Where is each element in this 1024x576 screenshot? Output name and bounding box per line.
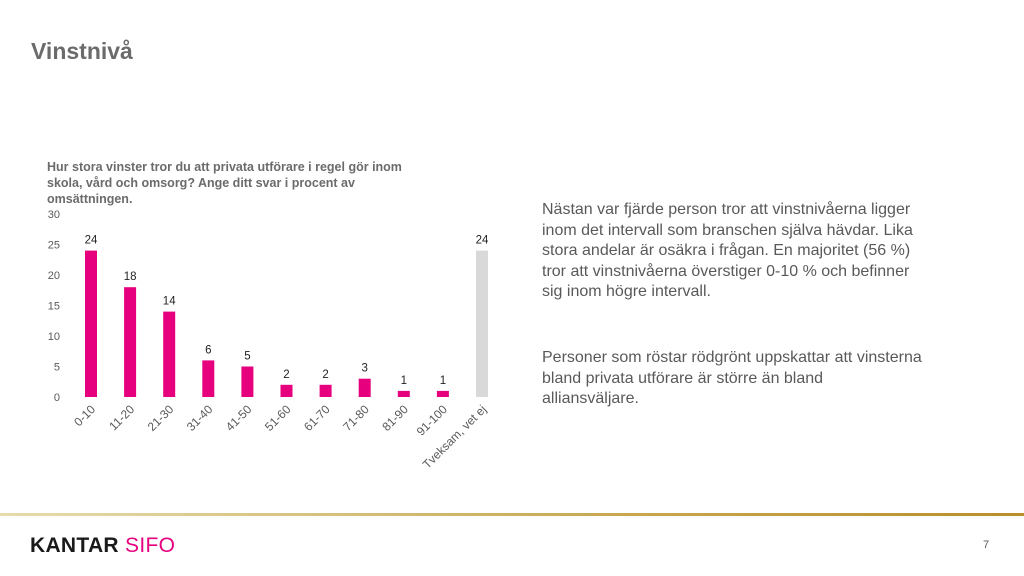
bar [202,360,215,397]
bar [319,384,332,397]
data-label: 24 [85,235,98,247]
logo-sifo: SIFO [125,534,176,557]
x-tick-label: 61-70 [301,402,333,434]
bar [241,366,254,397]
data-label: 14 [163,296,176,308]
x-tick-label: 31-40 [184,402,216,434]
voter-paragraph: Personer som röstar rödgrönt uppskattar … [542,349,922,407]
x-tick-label: 51-60 [262,402,294,434]
bar [358,378,371,397]
y-tick-label: 10 [48,331,60,343]
x-tick-label: 0-10 [71,402,98,429]
bar-chart: 0 5 10 15 20 25 30 24 0-10 18 11-20 14 21-30 6 31-40 5 4… [48,209,489,472]
bar [280,384,293,397]
page-number: 7 [983,539,990,551]
y-tick-label: 20 [48,270,60,282]
data-label: 24 [476,235,489,247]
y-tick-label: 30 [48,209,60,221]
page-title: Vinstnivå [31,38,133,64]
bar [124,287,137,397]
summary-paragraph: Nästan var fjärde person tror att vinstn… [542,201,913,300]
bar [85,250,97,397]
x-tick-label: 81-90 [379,402,411,434]
data-label: 1 [401,375,407,387]
bar [163,311,176,397]
x-tick-label: 41-50 [223,402,255,434]
x-tick-label: 11-20 [106,402,137,433]
y-tick-label: 0 [54,392,60,404]
data-label: 5 [244,351,250,363]
x-tick-label: 71-80 [340,402,372,434]
data-label: 2 [283,369,289,381]
x-tick-label: 91-100 [414,402,451,439]
x-tick-label: 21-30 [145,402,177,434]
kantar-sifo-logo: KANTAR SIFO [30,534,175,558]
bar [436,390,449,397]
footer-divider [0,513,1024,516]
data-label: 6 [205,344,211,356]
data-label: 1 [440,375,446,387]
data-label: 2 [322,369,328,381]
bar [476,250,488,397]
chart-question: Hur stora vinster tror du att privata ut… [47,160,402,206]
logo-kantar: KANTAR [30,534,119,557]
y-tick-label: 25 [48,240,60,252]
y-tick-label: 15 [48,301,60,313]
data-label: 3 [361,363,367,375]
y-tick-label: 5 [54,362,60,374]
data-label: 18 [124,271,137,283]
bar [397,390,410,397]
